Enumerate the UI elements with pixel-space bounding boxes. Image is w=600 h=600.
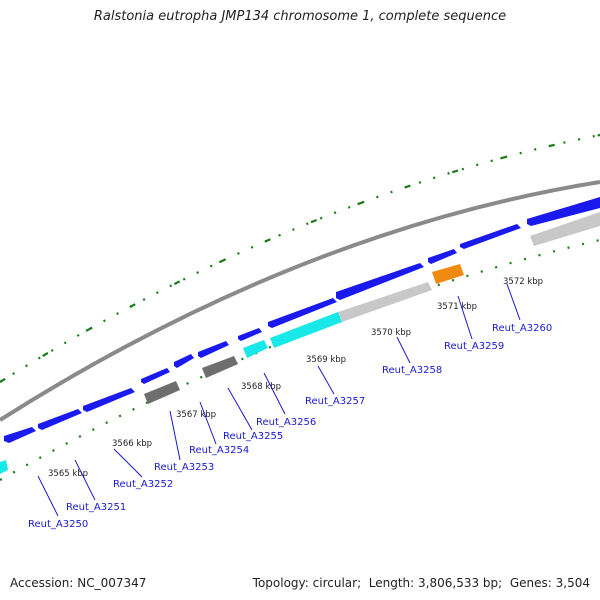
kbp-label: 3566 kbp: [112, 439, 152, 449]
leader-line: [506, 283, 521, 321]
kbp-label: 3565 kbp: [48, 469, 88, 479]
kbp-label: 3569 kbp: [306, 355, 346, 365]
outer-major-ticks: [0, 133, 600, 383]
kbp-label: 3568 kbp: [241, 382, 281, 392]
gene-label[interactable]: Reut_A3251: [66, 502, 126, 513]
outer-dotted-track: [0, 133, 600, 383]
other-genes: [0, 212, 600, 474]
gene-arrow: [336, 263, 424, 300]
topology-value: circular: [312, 576, 358, 590]
gene-block: [243, 340, 268, 358]
leader-line: [227, 387, 253, 431]
gene-block: [0, 460, 8, 474]
gene-arrow: [141, 368, 170, 384]
sequence-stats: Topology: circular; Length: 3,806,533 bp…: [252, 576, 590, 590]
leader-line: [457, 295, 473, 340]
leader-line: [113, 448, 143, 478]
gene-labels: Reut_A3250 Reut_A3251 Reut_A3252 Reut_A3…: [28, 323, 552, 530]
leader-line: [37, 475, 59, 517]
kbp-label: 3570 kbp: [371, 328, 411, 338]
leader-line: [263, 372, 286, 415]
leader-line: [169, 410, 181, 461]
leader-lines: [37, 283, 521, 517]
gene-label[interactable]: Reut_A3258: [382, 365, 442, 376]
gene-arrow: [428, 249, 457, 264]
gene-block: [202, 356, 238, 378]
gene-label[interactable]: Reut_A3254: [189, 445, 249, 456]
length-label: Length:: [368, 576, 415, 590]
gene-label[interactable]: Reut_A3256: [256, 417, 316, 428]
chromosome-backbone: [0, 180, 600, 422]
accession-info: Accession: NC_007347: [10, 576, 146, 590]
gene-block: [270, 312, 342, 348]
gene-arrow: [268, 298, 337, 328]
kbp-label: 3571 kbp: [437, 302, 477, 312]
accession-label: Accession:: [10, 576, 74, 590]
gene-arrow: [198, 341, 229, 358]
genes-label: Genes:: [509, 576, 552, 590]
kbp-label: 3572 kbp: [503, 277, 543, 287]
map-title: Ralstonia eutropha JMP134 chromosome 1, …: [93, 9, 507, 24]
topology-label: Topology:: [252, 576, 309, 590]
gene-block: [338, 282, 432, 322]
gene-arrow: [460, 224, 521, 249]
kbp-label: 3567 kbp: [176, 410, 216, 420]
gene-block: [432, 264, 464, 284]
gene-label[interactable]: Reut_A3252: [113, 479, 173, 490]
leader-line: [199, 401, 217, 445]
gene-label[interactable]: Reut_A3250: [28, 519, 88, 530]
leader-line: [396, 336, 411, 364]
inner-dotted-track: [0, 238, 600, 481]
gene-label[interactable]: Reut_A3260: [492, 323, 552, 334]
gene-label[interactable]: Reut_A3253: [154, 462, 214, 473]
kbp-labels: 3565 kbp 3566 kbp 3567 kbp 3568 kbp 3569…: [48, 277, 543, 479]
gene-arrow: [174, 354, 194, 368]
accession-value: NC_007347: [77, 576, 147, 590]
gene-arrow: [38, 409, 82, 430]
genes-value: 3,504: [555, 576, 590, 590]
forward-strand-genes: [4, 197, 600, 443]
gene-arrow: [83, 388, 135, 412]
length-value: 3,806,533 bp: [418, 576, 499, 590]
gene-label[interactable]: Reut_A3257: [305, 396, 365, 407]
gene-label[interactable]: Reut_A3259: [444, 341, 504, 352]
gene-arrow: [527, 197, 600, 226]
leader-line: [317, 365, 335, 395]
gene-arrow: [4, 427, 36, 443]
gene-block: [144, 381, 180, 404]
gene-arrow: [238, 328, 262, 341]
gene-block: [530, 212, 600, 246]
leader-line: [74, 459, 96, 501]
gene-label[interactable]: Reut_A3255: [223, 431, 283, 442]
